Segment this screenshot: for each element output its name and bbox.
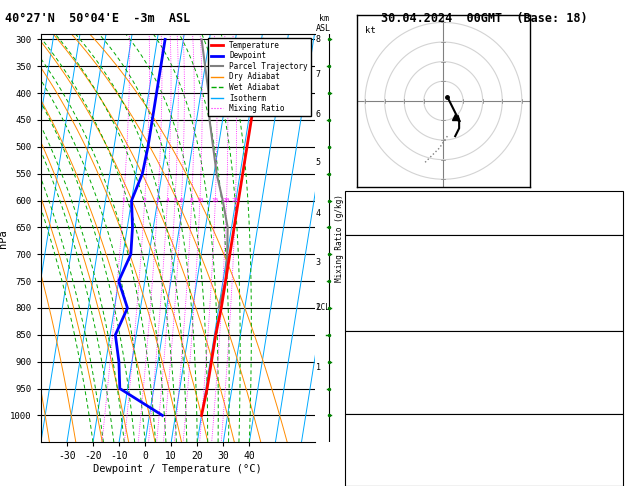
Text: Most Unstable: Most Unstable [445,333,523,344]
Text: 5: 5 [173,198,177,203]
Text: 5.2: 5.2 [601,265,620,275]
Text: CAPE (J): CAPE (J) [350,389,398,399]
Text: 314: 314 [601,361,620,371]
Text: LCL: LCL [316,303,330,312]
Text: 7: 7 [316,70,321,79]
Text: θₑ (K): θₑ (K) [350,361,386,371]
Text: 20: 20 [223,198,230,203]
Text: Lifted Index: Lifted Index [350,292,421,302]
Text: 0.6: 0.6 [601,223,620,233]
Text: EH: EH [350,431,362,441]
Text: Pressure (mb): Pressure (mb) [350,347,428,357]
Text: 3: 3 [316,258,321,267]
Text: 2: 2 [316,303,321,312]
Text: 6: 6 [316,110,321,119]
Text: 6: 6 [613,474,620,484]
Y-axis label: hPa: hPa [0,229,8,247]
Text: 2: 2 [143,198,147,203]
Legend: Temperature, Dewpoint, Parcel Trajectory, Dry Adiabat, Wet Adiabat, Isotherm, Mi: Temperature, Dewpoint, Parcel Trajectory… [208,38,311,116]
Text: 3: 3 [156,198,160,203]
Text: 95°: 95° [601,459,620,469]
Text: 0: 0 [613,320,620,330]
Text: Temp (°C): Temp (°C) [350,251,404,261]
Text: 750: 750 [601,347,620,357]
Text: 8: 8 [316,35,321,44]
Text: Hodograph: Hodograph [457,416,511,426]
X-axis label: Dewpoint / Temperature (°C): Dewpoint / Temperature (°C) [93,464,262,474]
Text: SREH: SREH [350,445,374,455]
Text: Lifted Index: Lifted Index [350,375,421,385]
Text: Dewp (°C): Dewp (°C) [350,265,404,275]
Text: kt: kt [365,26,376,35]
Text: 0: 0 [613,306,620,316]
Text: 30.04.2024  00GMT  (Base: 18): 30.04.2024 00GMT (Base: 18) [381,12,587,25]
Text: θₑ(K): θₑ(K) [350,278,380,289]
Text: 15: 15 [211,198,219,203]
Text: 20: 20 [608,251,620,261]
Text: CAPE (J): CAPE (J) [350,306,398,316]
Text: CIN (J): CIN (J) [350,320,392,330]
Text: -23: -23 [601,431,620,441]
Text: 6: 6 [179,198,183,203]
Text: 0: 0 [613,389,620,399]
Text: 4: 4 [316,209,321,219]
Text: 8: 8 [190,198,194,203]
Text: 4: 4 [165,198,169,203]
Text: 12: 12 [608,292,620,302]
Text: 5: 5 [316,158,321,168]
Text: -11: -11 [601,193,620,203]
Text: 40°27'N  50°04'E  -3m  ASL: 40°27'N 50°04'E -3m ASL [5,12,190,25]
Text: 307: 307 [601,278,620,289]
Text: StmSpd (kt): StmSpd (kt) [350,474,416,484]
Text: K: K [350,193,356,203]
Text: 25: 25 [231,198,239,203]
Text: 9: 9 [613,375,620,385]
Text: -0: -0 [608,445,620,455]
Text: Surface: Surface [463,237,505,247]
Text: PW (cm): PW (cm) [350,223,392,233]
Text: Totals Totals: Totals Totals [350,208,428,218]
Text: 1: 1 [122,198,126,203]
Text: 0: 0 [613,402,620,412]
Text: CIN (J): CIN (J) [350,402,392,412]
Text: © weatheronline.co.uk: © weatheronline.co.uk [428,469,541,479]
Text: 25: 25 [608,208,620,218]
Text: StmDir: StmDir [350,459,386,469]
Text: Mixing Ratio (g/kg): Mixing Ratio (g/kg) [335,194,344,282]
Text: km
ASL: km ASL [316,14,331,33]
Text: 1: 1 [316,363,321,372]
Text: 10: 10 [196,198,204,203]
